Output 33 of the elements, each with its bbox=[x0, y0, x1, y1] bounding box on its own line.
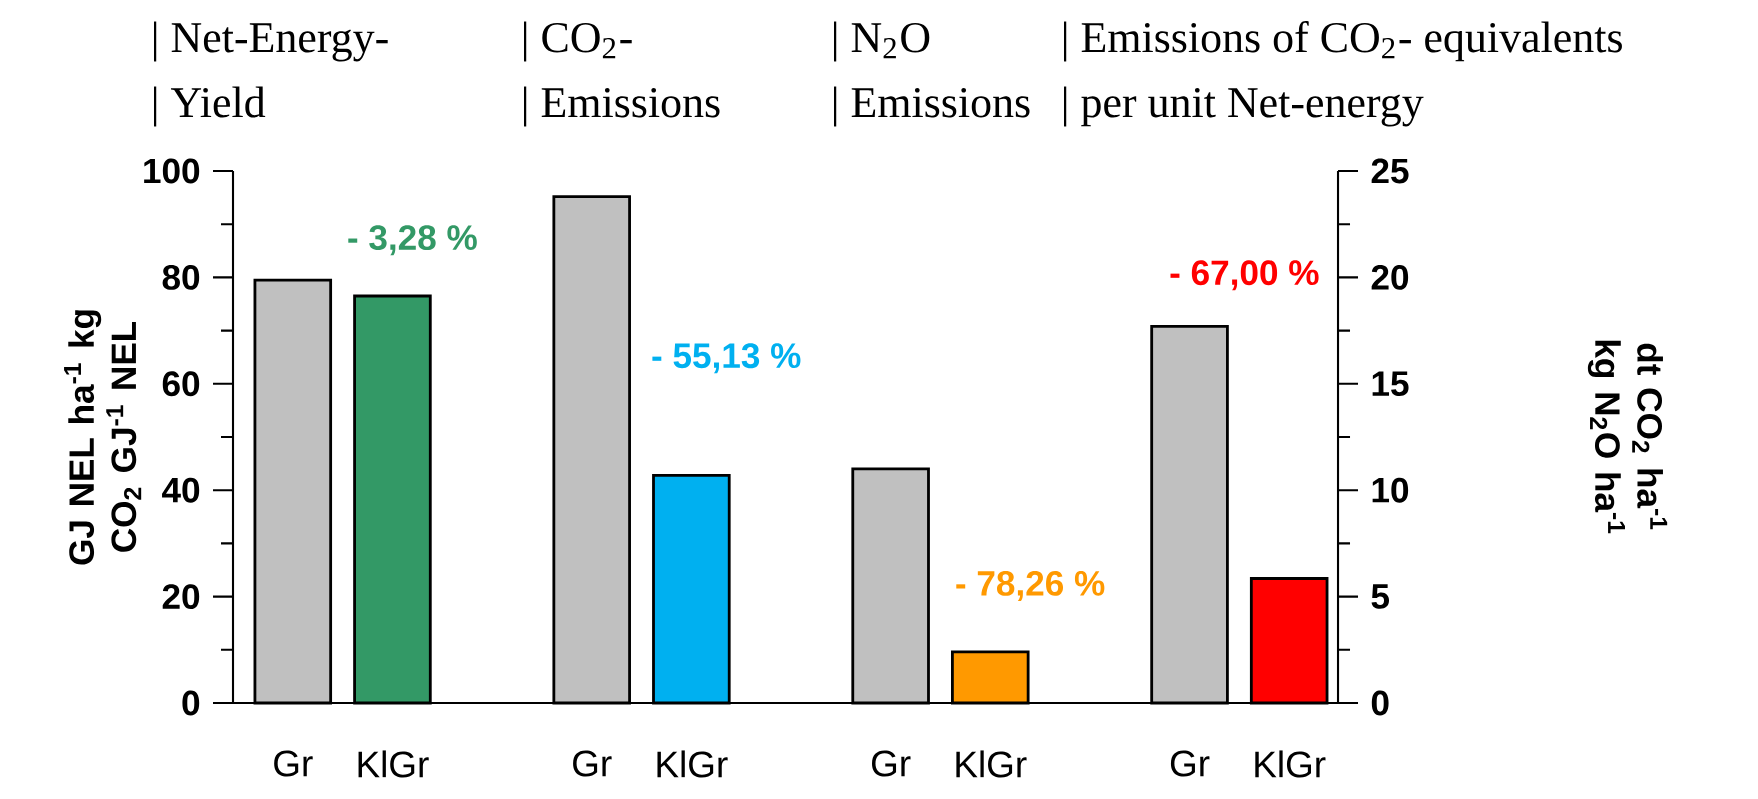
annotation: - 55,13 % bbox=[652, 343, 801, 374]
text: | Net-Energy- bbox=[154, 21, 388, 62]
x-tick-label: Gr bbox=[573, 750, 612, 777]
y-tick-label: 0 bbox=[182, 690, 200, 716]
text: | Emissions of CO$_{2}$- equivalents bbox=[1064, 21, 1622, 62]
y-tick-label: 40 bbox=[162, 477, 200, 503]
x-tick-label: KlGr bbox=[657, 750, 728, 778]
text: dt CO$_{2}$ ha$^{-1}$ kg N$_{2}$O ha$^{-1}$ bbox=[1587, 340, 1668, 534]
x-tick-label: Gr bbox=[274, 750, 313, 777]
annotation: - 3,28 % bbox=[348, 225, 477, 256]
x-tick-label: KlGr bbox=[358, 750, 429, 778]
x-tick-label: KlGr bbox=[956, 750, 1027, 778]
y2-tick-label: 0 bbox=[1371, 690, 1389, 716]
y2-tick-label: 15 bbox=[1372, 371, 1409, 397]
y2-tick-label: 5 bbox=[1371, 584, 1390, 609]
text: | per unit Net-energy bbox=[1064, 86, 1424, 127]
y2-tick-label: 20 bbox=[1371, 264, 1409, 290]
text: | N$_{2}$O bbox=[834, 21, 930, 62]
y-tick-label: 60 bbox=[162, 371, 200, 397]
text: | Emissions bbox=[524, 86, 720, 127]
annotation: - 78,26 % bbox=[956, 570, 1105, 601]
y2-tick-label: 25 bbox=[1371, 158, 1409, 184]
x-tick-label: Gr bbox=[1170, 750, 1210, 777]
x-tick-label: KlGr bbox=[1255, 750, 1326, 778]
annotation: - 67,00 % bbox=[1170, 260, 1319, 291]
y-tick-label: 20 bbox=[162, 584, 200, 610]
x-tick-label: Gr bbox=[872, 750, 911, 777]
text: | CO$_{2}$- bbox=[524, 21, 632, 62]
y-tick-label: 100 bbox=[144, 158, 200, 184]
y-tick-label: 80 bbox=[162, 264, 200, 290]
text: | Emissions bbox=[834, 86, 1030, 127]
text: | Yield bbox=[154, 86, 266, 127]
y2-tick-label: 10 bbox=[1372, 477, 1409, 503]
